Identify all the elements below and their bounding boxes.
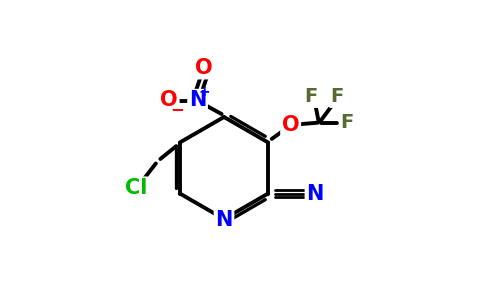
Text: +: +: [199, 85, 211, 99]
Text: F: F: [305, 87, 318, 106]
Text: N: N: [215, 211, 233, 230]
Text: N: N: [306, 184, 324, 203]
Text: O: O: [196, 58, 213, 78]
Text: F: F: [331, 87, 344, 106]
Text: Cl: Cl: [124, 178, 147, 198]
Text: O: O: [282, 115, 300, 135]
Text: F: F: [340, 113, 354, 132]
Text: −: −: [170, 100, 184, 118]
Text: O: O: [160, 91, 178, 110]
Text: N: N: [189, 91, 206, 110]
